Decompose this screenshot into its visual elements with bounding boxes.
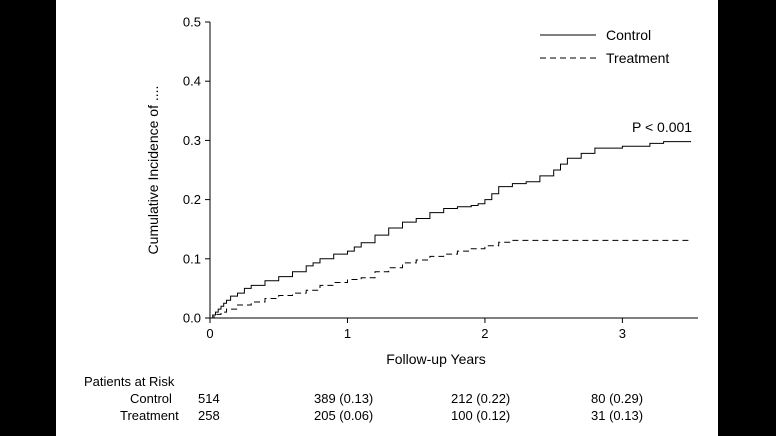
axes	[209, 22, 698, 319]
y-tick-label: 0.0	[183, 311, 201, 326]
x-tick-label: 3	[619, 326, 626, 341]
incidence-chart: 0.0 0.1 0.2 0.3 0.4 0.5 0 1 2 3 Control Treatment…	[145, 15, 698, 367]
risk-control-t1: 389 (0.13)	[314, 391, 374, 406]
p-value-annotation: P < 0.001	[632, 119, 692, 135]
series-line-control	[210, 141, 692, 319]
risk-control-t2: 212 (0.22)	[451, 391, 511, 406]
legend-label-treatment: Treatment	[606, 50, 669, 66]
legend: Control Treatment	[540, 27, 669, 66]
risk-treatment-t0: 258	[198, 408, 220, 423]
y-tick-label: 0.3	[183, 133, 201, 148]
risk-control-t0: 514	[198, 391, 220, 406]
series-layer	[210, 141, 692, 319]
y-tick-label: 0.1	[183, 251, 201, 266]
y-tick-label: 0.2	[183, 192, 201, 207]
risk-treatment-t2: 100 (0.12)	[451, 408, 511, 423]
x-tick-label: 2	[481, 326, 488, 341]
x-tick-label: 0	[206, 326, 213, 341]
x-tick-label: 1	[344, 326, 351, 341]
risk-table-title: Patients at Risk	[84, 374, 175, 389]
legend-label-control: Control	[606, 27, 651, 43]
risk-control-t3: 80 (0.29)	[591, 391, 644, 406]
series-line-treatment	[210, 239, 692, 319]
y-axis-title: Cumulative Incidence of ....	[145, 86, 161, 255]
tick-marks: 0.0 0.1 0.2 0.3 0.4 0.5 0 1 2 3	[183, 15, 626, 342]
risk-row-label-control: Control	[130, 391, 172, 406]
x-axis-title: Follow-up Years	[386, 351, 486, 367]
risk-treatment-t3: 31 (0.13)	[591, 408, 644, 423]
risk-row-label-treatment: Treatment	[120, 408, 179, 423]
y-tick-label: 0.5	[183, 15, 201, 30]
risk-treatment-t1: 205 (0.06)	[314, 408, 374, 423]
y-tick-label: 0.4	[183, 74, 201, 89]
figure-canvas: 0.0 0.1 0.2 0.3 0.4 0.5 0 1 2 3 Control Treatment…	[56, 0, 718, 436]
